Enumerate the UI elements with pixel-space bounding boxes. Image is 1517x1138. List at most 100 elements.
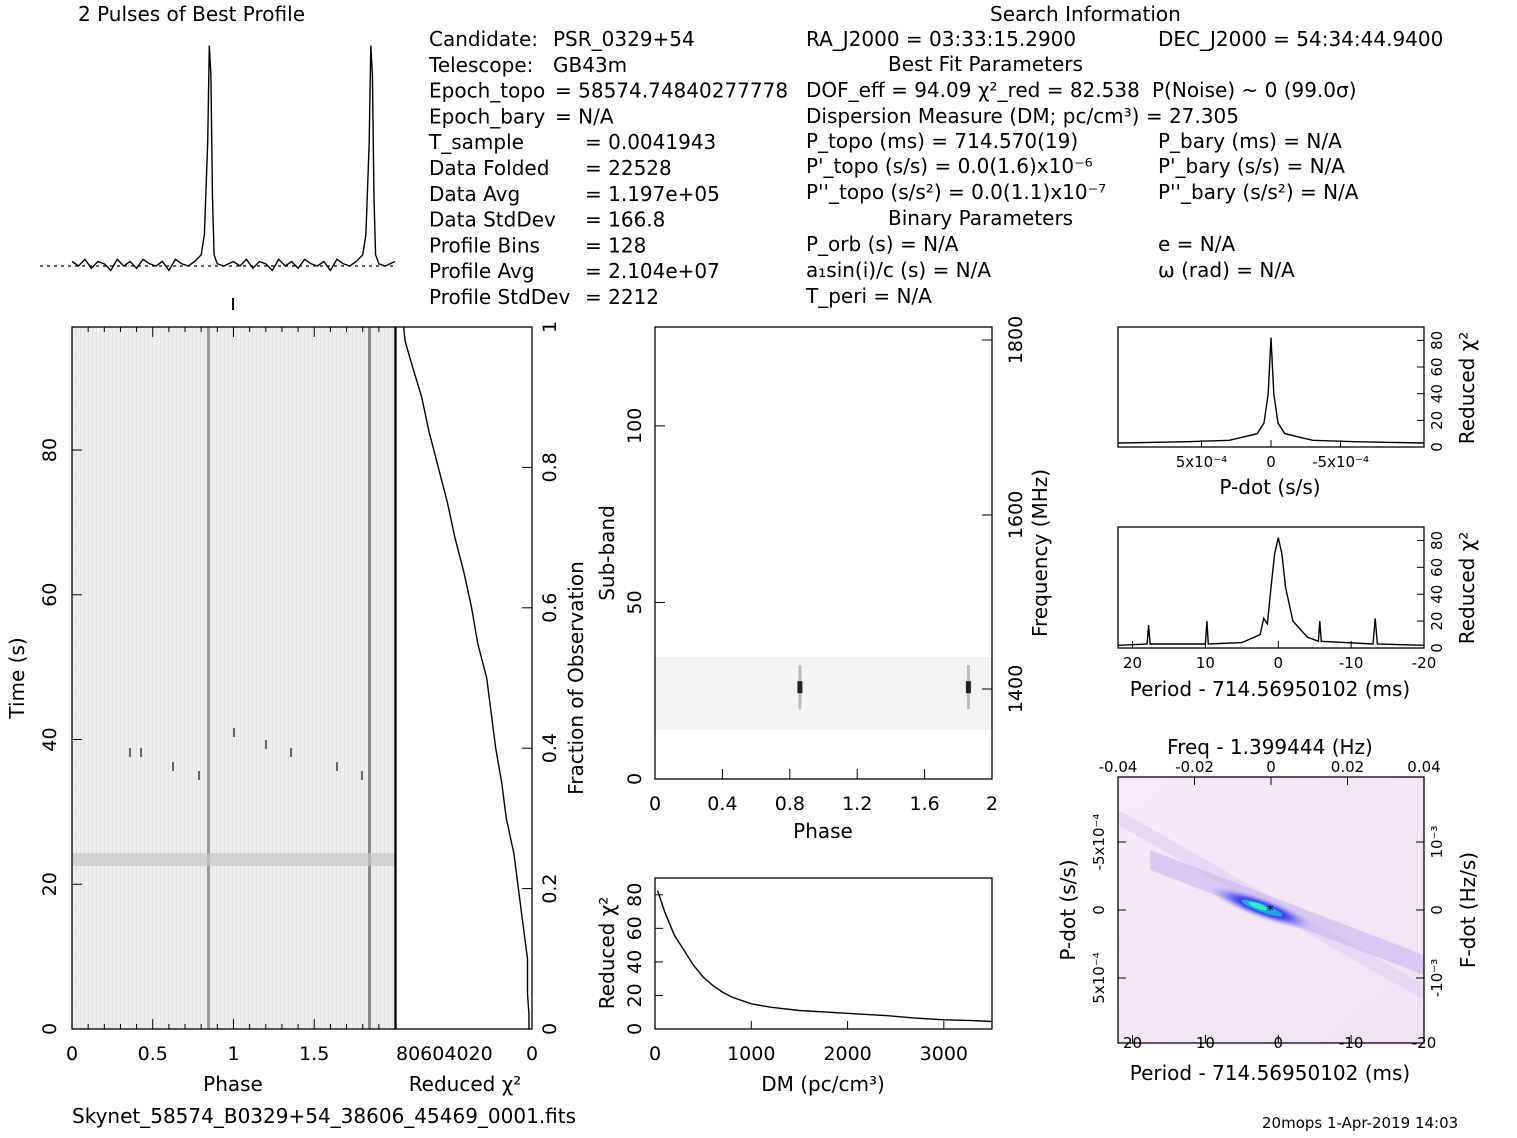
- info-key: T_sample: [428, 130, 524, 154]
- ppdot-ridge: *: [1118, 810, 1424, 1000]
- x-tick-label: 1000: [727, 1043, 775, 1065]
- x-tick-label: 1: [227, 1043, 239, 1065]
- pddbary-text: P''_bary (s/s²) = N/A: [1158, 180, 1359, 204]
- y-tick-label: 20: [1428, 612, 1446, 631]
- x-tick-label: 0.8: [775, 793, 805, 815]
- omega-text: ω (rad) = N/A: [1158, 258, 1295, 282]
- rfi-blip: [129, 748, 131, 757]
- tperi-text: T_peri = N/A: [805, 284, 932, 308]
- y-tick-label: 5x10⁻⁴: [1090, 952, 1108, 1003]
- info-key: Candidate:: [429, 27, 538, 51]
- y-tick-label: 0.4: [539, 733, 561, 763]
- profile-line: [71, 45, 396, 272]
- info-value: = 166.8: [585, 208, 665, 232]
- ecc-text: e = N/A: [1158, 232, 1235, 256]
- x-tick-label: 1.6: [909, 793, 939, 815]
- subband-frame: [654, 326, 993, 780]
- ptopo-text: P_topo (ms) = 714.570(19): [806, 129, 1078, 153]
- ppdot-marker: *: [1267, 903, 1274, 919]
- ppdot-ylabel: P-dot (s/s): [1056, 859, 1080, 960]
- y-tick-label: 20: [624, 983, 646, 1007]
- time-phase-xlabel: Phase: [203, 1072, 263, 1096]
- x-tick-label: 2000: [823, 1043, 871, 1065]
- info-key: Data Avg: [429, 182, 520, 206]
- info-value: GB43m: [553, 53, 627, 77]
- x2-tick-label: -0.04: [1099, 758, 1138, 776]
- curve-line: [1117, 537, 1425, 646]
- profile-plot: [40, 45, 396, 310]
- chi2-fraction-frame: [395, 326, 533, 1030]
- chi2-fraction-series: 0 0.2 0.4 0.6 0.8 1 80604020 0: [396, 321, 561, 1065]
- x2-tick-label: 0.04: [1407, 758, 1440, 776]
- dm-plot: 0 1000 2000 3000 0 20 40 60 80 DM (pc/cm³) Reduc…: [595, 877, 993, 1096]
- porb-text: P_orb (s) = N/A: [806, 232, 959, 256]
- search-title: Search Information: [990, 2, 1181, 26]
- x-tick-label: 2: [986, 793, 998, 815]
- info-key: Profile Bins: [429, 233, 540, 257]
- pulse-track-2: [368, 327, 371, 1029]
- y-tick-label: 100: [624, 408, 646, 444]
- y-tick-label: 50: [624, 590, 646, 614]
- x-tick-label: 20: [1123, 1034, 1142, 1052]
- info-value: = N/A: [555, 104, 614, 128]
- y-tick-label: 60: [1428, 558, 1446, 577]
- dm-ylabel: Reduced χ²: [595, 897, 619, 1010]
- period-ylabel: Reduced χ²: [1455, 532, 1479, 645]
- profile-title: 2 Pulses of Best Profile: [78, 2, 305, 26]
- y-tick-label: 40: [1428, 585, 1446, 604]
- x-tick-label: 10: [1196, 1034, 1215, 1052]
- y-tick-label: 0.8: [539, 452, 561, 482]
- y-tick-label: 80: [624, 883, 646, 907]
- x2-tick-label: 0.02: [1331, 758, 1364, 776]
- y2-tick-label: 1600: [1005, 491, 1027, 539]
- x-tick-label: 0.4: [707, 793, 737, 815]
- pdot-series: 5x10⁻⁴ 0 -5x10⁻⁴ 0 20 40 60 80: [1117, 331, 1446, 471]
- rfi-blip: [172, 762, 174, 771]
- subband-plot: 0 0.4 0.8 1.2 1.6 2 0 50 100 1400 1600 1800 Phase S…: [595, 316, 1052, 843]
- x2-tick-label: 0: [1266, 758, 1276, 776]
- rfi-blip: [265, 740, 267, 749]
- filename: Skynet_58574_B0329+54_38606_45469_0001.f…: [72, 1104, 576, 1128]
- info-value: = 128: [585, 233, 646, 257]
- pulse-track-1: [207, 327, 210, 1029]
- dm-text: Dispersion Measure (DM; pc/cm³) = 27.305: [806, 104, 1239, 128]
- chi2-fraction-ylabel: Fraction of Observation: [564, 561, 588, 795]
- chi2-fraction-plot: 0 0.2 0.4 0.6 0.8 1 80604020 0 Reduced χ² Fract…: [395, 321, 588, 1096]
- y-tick-label: 0.6: [539, 593, 561, 623]
- pddtopo-text: P''_topo (s/s²) = 0.0(1.1)x10⁻⁷: [806, 180, 1106, 204]
- a1-text: a₁sin(i)/c (s) = N/A: [806, 258, 991, 282]
- y-tick-label: 0: [624, 1023, 646, 1035]
- y-tick-label: 1: [539, 321, 561, 333]
- y-tick-label: 0: [624, 773, 646, 785]
- info-value: = 22528: [585, 156, 672, 180]
- pdtopo-text: P'_topo (s/s) = 0.0(1.6)x10⁻⁶: [806, 154, 1093, 178]
- pbary-text: P_bary (ms) = N/A: [1158, 129, 1342, 153]
- rfi-blip: [290, 748, 292, 757]
- info-value: = 2212: [585, 285, 659, 309]
- dec-text: DEC_J2000 = 54:34:44.9400: [1158, 27, 1443, 51]
- pnoise-text: P(Noise) ~ 0 (99.0σ): [1152, 78, 1357, 102]
- x2-tick-label: -0.02: [1175, 758, 1214, 776]
- ppdot-x2label: Freq - 1.399444 (Hz): [1167, 735, 1373, 759]
- pdot-ylabel: Reduced χ²: [1455, 332, 1479, 445]
- time-phase-ylabel: Time (s): [5, 637, 29, 719]
- ra-text: RA_J2000 = 03:33:15.2900: [806, 27, 1076, 51]
- subband-pulse: [797, 681, 803, 694]
- chi2-fraction-line: [402, 326, 530, 1029]
- y-tick-label: 0: [39, 1023, 61, 1035]
- y-tick-label: 0: [1428, 442, 1446, 452]
- y-tick-label: 60: [624, 916, 646, 940]
- pdot-xlabel: P-dot (s/s): [1219, 475, 1320, 499]
- period-xlabel: Period - 714.56950102 (ms): [1130, 677, 1411, 701]
- rfi-blip: [198, 771, 200, 780]
- best-fit-title: Best Fit Parameters: [888, 52, 1083, 76]
- y-tick-label: -5x10⁻⁴: [1090, 814, 1108, 871]
- x-tick-label: 80604020: [396, 1043, 493, 1065]
- ppdot-xlabel: Period - 714.56950102 (ms): [1130, 1061, 1411, 1085]
- y-tick-label: 0: [539, 1023, 561, 1035]
- y2-tick-label: 1800: [1005, 316, 1027, 364]
- y-tick-label: 40: [624, 950, 646, 974]
